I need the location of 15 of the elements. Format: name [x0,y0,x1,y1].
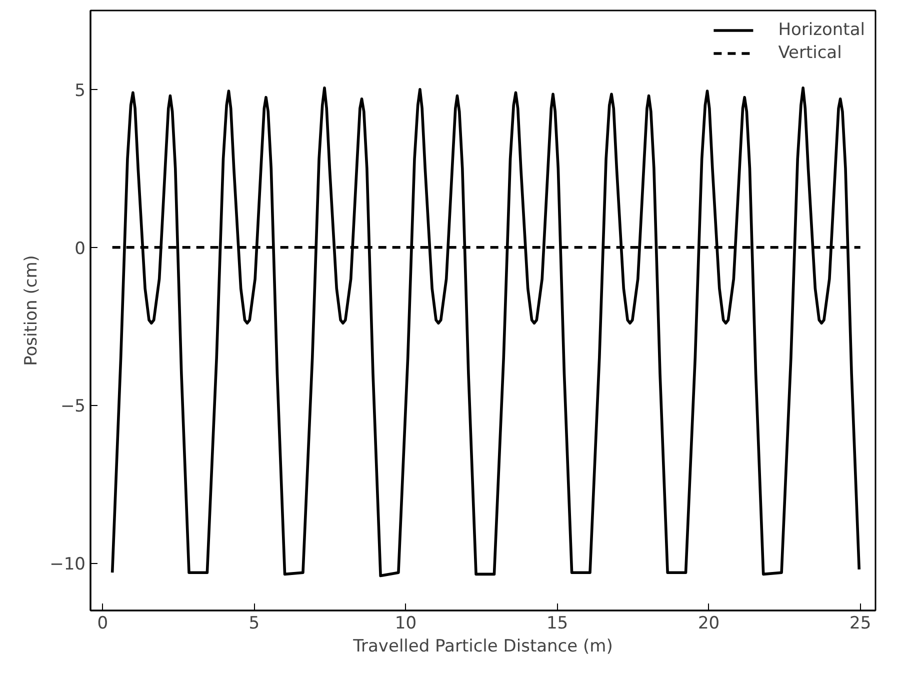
line-series [110,86,861,578]
y-tick-label: −5 [60,396,86,417]
legend-label: Vertical [778,43,842,63]
x-tick-label: 20 [698,614,720,634]
y-tick-label: 0 [74,238,86,259]
legend-label: Horizontal [778,20,865,40]
x-tick-label: 0 [97,614,108,634]
y-axis-title: Position (cm) [22,255,42,366]
x-tick-label: 5 [248,614,260,634]
y-tick-label: −10 [50,554,86,575]
x-axis-title: Travelled Particle Distance (m) [352,636,613,656]
y-tick-label: 5 [74,80,86,101]
x-tick-label: 25 [850,614,872,634]
x-tick-label: 10 [394,614,417,634]
x-tick-label: 15 [546,614,568,634]
